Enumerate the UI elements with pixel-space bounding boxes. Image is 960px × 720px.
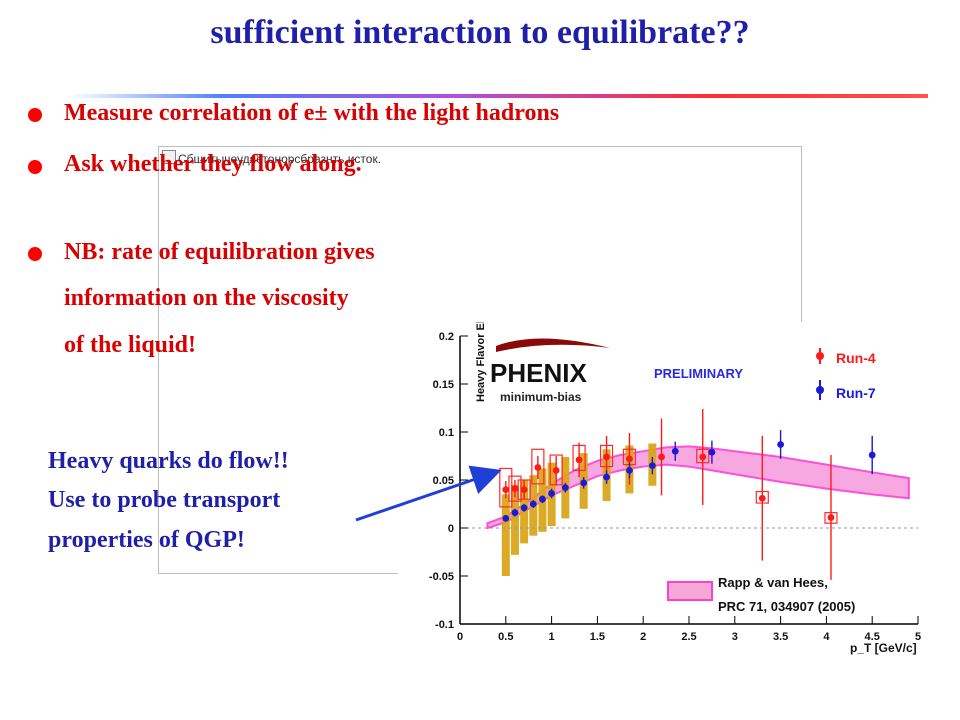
callout-line-3: properties of QGP! [48,527,245,553]
data-point-run7 [548,490,555,497]
x-tick-label: 4 [823,631,830,643]
y-axis-title: Heavy Flavor Electron v_2 [475,322,487,402]
data-point-run4 [552,467,560,474]
bullet-dot-1 [28,108,42,122]
callout-line-2: Use to probe transport [48,487,281,513]
x-tick-label: 4.5 [865,631,880,643]
data-point-run7 [511,509,519,517]
data-point-run4 [626,455,633,463]
bullet-dot-3 [28,247,42,261]
bullet-text-3: NB: rate of equilibration gives [64,239,375,265]
v2-chart: 0 0.5 1 1.5 2 2.5 3 3.5 4 4.5 5 -0.1 -0.05 0 0.05 0.1 0.… [429,265,921,655]
data-point-run4 [658,453,665,461]
broken-image-icon [162,150,176,164]
x-tick-label: 1.5 [590,631,605,643]
x-tick-label: 0 [457,631,463,643]
legend-run4-label: Run-4 [836,350,876,366]
bullet-text-3c: of the liquid! [64,332,197,358]
data-point-run7 [777,441,784,448]
data-point-run7 [603,473,610,481]
data-point-run7 [626,467,633,474]
phenix-logo: PHENIX [490,338,610,388]
data-point-run4 [502,486,510,493]
x-tick-label: 2.5 [681,631,696,643]
legend: Run-4 Run-7 [816,348,876,401]
data-point-run4 [575,456,583,464]
phoenix-wing-icon [496,338,610,352]
data-point-run4 [827,514,835,521]
data-point-run4 [534,464,542,471]
y-tick-label: 0.2 [439,331,454,343]
background-image-caption: Сбщитычеудяетонорсбразнть исток. [178,152,382,166]
y-tick-label: 0.05 [433,475,454,487]
preliminary-label: PRELIMINARY [654,366,743,381]
bullet-text-3b: information on the viscosity [64,285,349,311]
syst-bar-run7 [501,494,510,576]
theory-legend-swatch [667,581,713,601]
theory-label-2: PRC 71, 034907 (2005) [718,599,855,614]
y-tick-label: 0.1 [439,427,454,439]
data-point-run7 [868,451,876,459]
data-point-run7 [520,504,528,512]
data-point-run7 [502,515,510,522]
slide-title: sufficient interaction to equilibrate?? [210,14,750,51]
data-point-run4 [699,453,707,461]
x-tick-label: 0.5 [498,631,513,643]
data-point-run7 [529,500,537,508]
data-point-run7 [671,447,679,455]
legend-run4-marker [816,352,824,360]
x-axis-title: p_T [GeV/c] [850,641,917,655]
data-point-run4 [603,453,610,461]
x-tick-label: 2 [640,631,646,643]
v2-plot-panel: 0 0.5 1 1.5 2 2.5 3 3.5 4 4.5 5 -0.1 -0.05 0 0.05 0.1 0.… [398,265,930,662]
y-tick-label: 0.15 [433,379,454,391]
data-point-run7 [539,495,546,503]
bullet-dot-2 [28,160,42,174]
callout-line-1: Heavy quarks do flow!! [48,448,289,474]
theory-label-1: Rapp & van Hees, [718,575,828,590]
x-tick-label: 5 [915,631,921,643]
data-point-run4 [758,494,766,502]
legend-run7-marker [816,386,824,394]
syst-bar-run7 [510,484,519,555]
bullet-text-2: Ask whether they flow along. [64,151,362,177]
data-point-run7 [561,484,569,492]
x-tick-label: 3.5 [773,631,788,643]
title-underline [68,94,928,98]
minimum-bias-label: minimum-bias [500,390,582,404]
data-point-run7 [580,479,588,487]
x-tick-label: 3 [732,631,738,643]
legend-run7-label: Run-7 [836,385,876,401]
syst-box-run4 [531,448,545,485]
y-tick-label: 0 [448,523,454,535]
y-tick-label: -0.05 [429,571,454,583]
data-point-run4 [511,485,519,493]
data-point-run7 [708,448,716,456]
data-point-run4 [520,486,528,493]
bullet-text-1: Measure correlation of e± with the light… [64,100,560,126]
data-point-run7 [648,462,656,469]
phenix-logo-text: PHENIX [490,358,587,388]
y-tick-label: -0.1 [435,619,454,631]
x-tick-label: 1 [549,631,555,643]
